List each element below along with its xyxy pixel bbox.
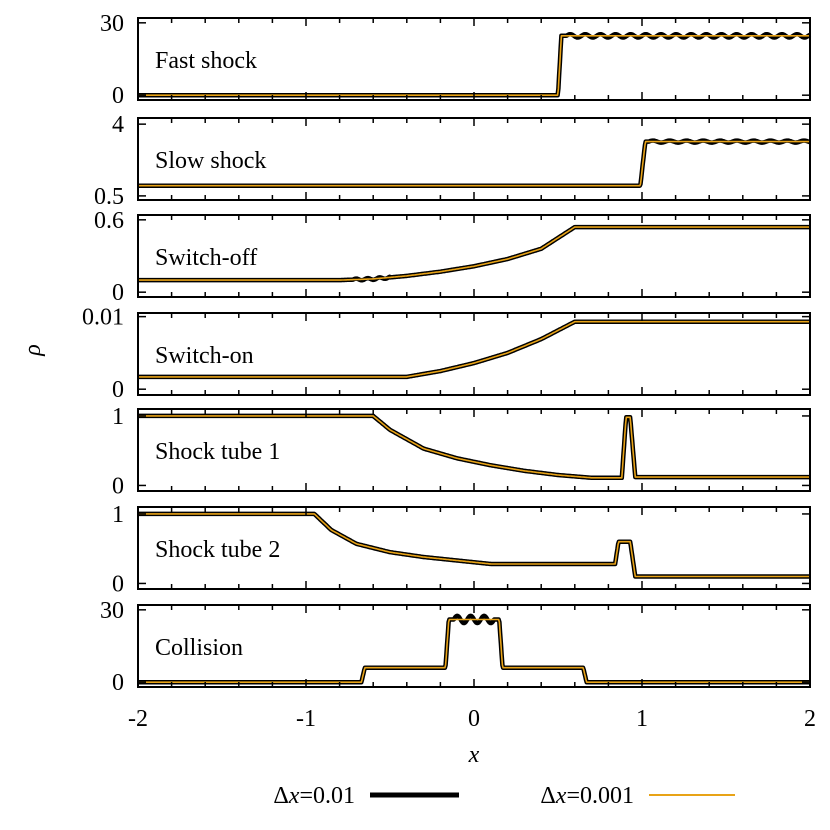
panel-title-switch-on: Switch-on	[155, 343, 254, 369]
legend: Δx=0.01 Δx=0.001	[273, 783, 735, 809]
series-dx-0.001-shock-tube-2	[137, 513, 811, 578]
panel-title-fast-shock: Fast shock	[155, 48, 257, 74]
y-tick-label-fast-shock: 0	[112, 83, 124, 109]
y-tick-label-switch-off: 0.6	[94, 208, 124, 234]
panel-collision: 0 30 Collision	[100, 598, 812, 696]
panel-switch-off: 0 0.6 Switch-off	[94, 208, 812, 306]
series-dx-0.001-shock-tube-1	[137, 415, 811, 479]
y-tick-label-switch-on: 0	[112, 377, 124, 403]
y-tick-label-switch-off: 0	[112, 280, 124, 306]
legend-label-fine: Δx=0.001	[540, 783, 634, 809]
y-tick-label-switch-on: 0.01	[82, 305, 124, 331]
panel-switch-on: 0 0.01 Switch-on	[82, 305, 812, 403]
x-tick-label-5: 2	[804, 706, 816, 732]
x-tick-label-4: 1	[636, 706, 648, 732]
legend-label-coarse: Δx=0.01	[273, 783, 355, 809]
panel-shock-tube-2: 0 1 Shock tube 2	[112, 502, 812, 597]
y-tick-label-slow-shock: 4	[112, 112, 124, 138]
series-dx-0.001-slow-shock	[137, 140, 811, 187]
series-dx-0.001-switch-on	[137, 320, 811, 378]
y-tick-label-shock-tube-2: 0	[112, 571, 124, 597]
x-axis-title: x	[468, 742, 480, 768]
y-tick-label-collision: 0	[112, 670, 124, 696]
panel-title-slow-shock: Slow shock	[155, 148, 266, 174]
panel-shock-tube-1: 0 1 Shock tube 1	[112, 404, 812, 499]
panel-title-switch-off: Switch-off	[155, 245, 257, 271]
panel-title-collision: Collision	[155, 635, 243, 661]
y-tick-label-fast-shock: 30	[100, 11, 124, 37]
y-tick-label-shock-tube-1: 0	[112, 473, 124, 499]
y-tick-label-slow-shock: 0.5	[94, 184, 124, 210]
panel-fast-shock: 0 30 Fast shock	[100, 11, 812, 109]
series-dx-0.001-switch-off	[137, 226, 811, 281]
y-tick-label-shock-tube-1: 1	[112, 404, 124, 430]
y-axis-title: ρ	[20, 344, 46, 357]
x-tick-label-3: 0	[468, 706, 480, 732]
y-tick-label-collision: 30	[100, 598, 124, 624]
panel-title-shock-tube-1: Shock tube 1	[155, 439, 280, 465]
series-dx-0.001-collision	[137, 618, 811, 683]
panel-title-shock-tube-2: Shock tube 2	[155, 537, 280, 563]
x-tick-label-2: -1	[296, 706, 316, 732]
x-tick-label-1: -2	[128, 706, 148, 732]
panel-slow-shock: 0.5 4 Slow shock	[94, 112, 812, 210]
y-tick-label-shock-tube-2: 1	[112, 502, 124, 528]
